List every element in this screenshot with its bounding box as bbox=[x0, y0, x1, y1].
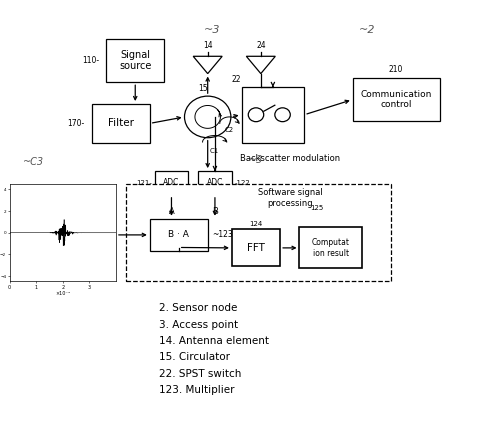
Text: ~C3: ~C3 bbox=[23, 157, 44, 168]
Text: Computat
ion result: Computat ion result bbox=[312, 238, 350, 258]
Bar bbox=[106, 39, 164, 82]
Text: C1: C1 bbox=[210, 148, 219, 154]
Text: A: A bbox=[169, 207, 174, 216]
Text: C2: C2 bbox=[225, 127, 234, 133]
Text: ~2: ~2 bbox=[359, 25, 375, 36]
Text: Software signal
processing: Software signal processing bbox=[258, 188, 323, 208]
Text: 15: 15 bbox=[198, 84, 208, 93]
X-axis label: ×10⁻⁴: ×10⁻⁴ bbox=[55, 291, 71, 296]
Text: ~3: ~3 bbox=[249, 155, 263, 165]
Text: B: B bbox=[212, 207, 218, 216]
Text: ~3: ~3 bbox=[204, 25, 221, 36]
Text: B · A: B · A bbox=[168, 230, 189, 239]
Text: 3. Access point: 3. Access point bbox=[159, 320, 239, 330]
Text: 123. Multiplier: 123. Multiplier bbox=[159, 385, 235, 395]
Text: -122: -122 bbox=[234, 180, 250, 186]
Text: 22: 22 bbox=[232, 75, 242, 84]
Text: 170-: 170- bbox=[67, 119, 85, 128]
Bar bbox=[92, 104, 150, 143]
Text: Filter: Filter bbox=[108, 118, 134, 129]
Text: ADC: ADC bbox=[207, 178, 223, 187]
Text: 110-: 110- bbox=[82, 56, 99, 65]
Text: ~123: ~123 bbox=[213, 230, 233, 239]
Bar bbox=[126, 184, 391, 281]
Text: Signal
source: Signal source bbox=[119, 50, 152, 71]
Text: ADC: ADC bbox=[163, 178, 180, 187]
Bar bbox=[232, 229, 280, 266]
Bar bbox=[150, 219, 208, 251]
Text: 121-: 121- bbox=[136, 180, 152, 186]
Text: 15. Circulator: 15. Circulator bbox=[159, 352, 230, 362]
Bar bbox=[353, 78, 440, 121]
Bar bbox=[299, 227, 362, 268]
Text: 2. Sensor node: 2. Sensor node bbox=[159, 303, 238, 313]
Text: 22. SPST switch: 22. SPST switch bbox=[159, 369, 242, 379]
Bar bbox=[155, 171, 188, 195]
Text: FFT: FFT bbox=[247, 243, 265, 253]
Bar bbox=[242, 87, 304, 143]
Bar bbox=[198, 171, 232, 195]
Text: 14: 14 bbox=[203, 41, 213, 50]
Text: 124: 124 bbox=[249, 221, 263, 227]
Text: 210: 210 bbox=[389, 65, 403, 74]
Text: Backscatter modulation: Backscatter modulation bbox=[240, 154, 340, 163]
Text: 125: 125 bbox=[310, 205, 324, 211]
Text: 24: 24 bbox=[256, 41, 266, 50]
Text: 14. Antenna element: 14. Antenna element bbox=[159, 336, 270, 346]
Text: Communication
control: Communication control bbox=[360, 90, 432, 109]
